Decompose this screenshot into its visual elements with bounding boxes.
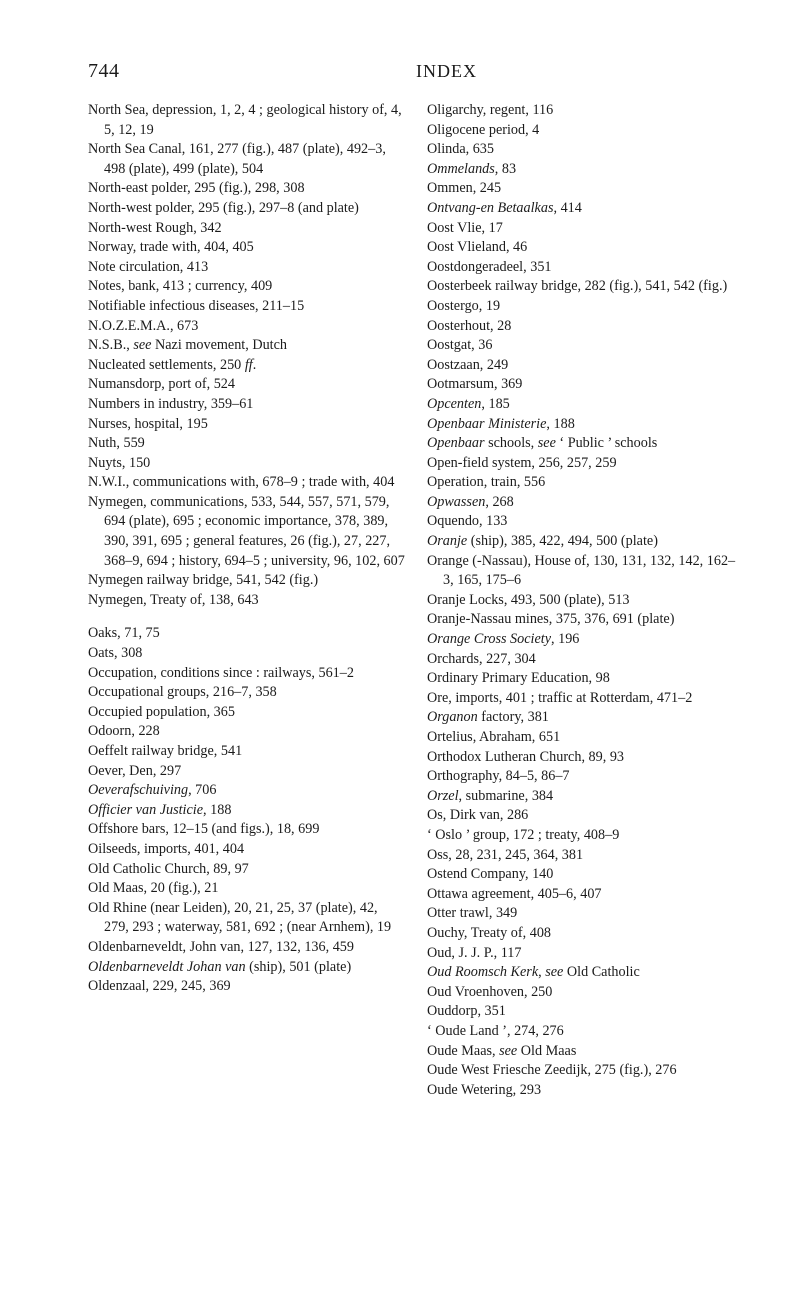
index-entry: Oosterhout, 28 [427, 317, 744, 337]
index-entry: ‘ Oslo ’ group, 172 ; treaty, 408–9 [427, 826, 744, 846]
index-entry: Oost Vlieland, 46 [427, 238, 744, 258]
index-entry: Nucleated settlements, 250 ff. [88, 356, 405, 376]
index-entry: Orthodox Lutheran Church, 89, 93 [427, 748, 744, 768]
index-entry: Numbers in industry, 359–61 [88, 395, 405, 415]
index-entry: N.W.I., communications with, 678–9 ; tra… [88, 473, 405, 493]
index-entry: North Sea Canal, 161, 277 (fig.), 487 (p… [88, 140, 405, 179]
index-entry: Numansdorp, port of, 524 [88, 375, 405, 395]
section-gap [88, 610, 405, 624]
index-entry: Occupational groups, 216–7, 358 [88, 683, 405, 703]
index-entry: Openbaar schools, see ‘ Public ’ schools [427, 434, 744, 454]
index-entry: Ontvang-en Betaalkas, 414 [427, 199, 744, 219]
index-entry: Norway, trade with, 404, 405 [88, 238, 405, 258]
index-entry: Nymegen, Treaty of, 138, 643 [88, 591, 405, 611]
index-entry: Occupied population, 365 [88, 703, 405, 723]
index-entry: Note circulation, 413 [88, 258, 405, 278]
index-entry: Ortelius, Abraham, 651 [427, 728, 744, 748]
index-entry: Openbaar Ministerie, 188 [427, 415, 744, 435]
index-entry: Nuth, 559 [88, 434, 405, 454]
index-entry: Oss, 28, 231, 245, 364, 381 [427, 846, 744, 866]
index-entry: Oostdongeradeel, 351 [427, 258, 744, 278]
index-entry: Oats, 308 [88, 644, 405, 664]
index-entry: Oeverafschuiving, 706 [88, 781, 405, 801]
index-entry: Notifiable infectious diseases, 211–15 [88, 297, 405, 317]
index-entry: Nymegen railway bridge, 541, 542 (fig.) [88, 571, 405, 591]
index-entry: Ouddorp, 351 [427, 1002, 744, 1022]
index-entry: Opcenten, 185 [427, 395, 744, 415]
index-columns: North Sea, depression, 1, 2, 4 ; geo­log… [88, 101, 744, 1100]
index-entry: Os, Dirk van, 286 [427, 806, 744, 826]
index-entry: Oever, Den, 297 [88, 762, 405, 782]
index-entry: Ore, imports, 401 ; traffic at Rotter­da… [427, 689, 744, 709]
index-entry: Officier van Justicie, 188 [88, 801, 405, 821]
index-entry: Opwassen, 268 [427, 493, 744, 513]
index-entry: Oud Vroenhoven, 250 [427, 983, 744, 1003]
index-entry: North-west polder, 295 (fig.), 297–8 (an… [88, 199, 405, 219]
index-entry: Oaks, 71, 75 [88, 624, 405, 644]
index-entry: Oligocene period, 4 [427, 121, 744, 141]
index-entry: Oost Vlie, 17 [427, 219, 744, 239]
index-entry: Oranje Locks, 493, 500 (plate), 513 [427, 591, 744, 611]
index-entry: Occupation, conditions since : railways,… [88, 664, 405, 684]
index-entry: Ommelands, 83 [427, 160, 744, 180]
page-title: INDEX [416, 61, 744, 82]
index-entry: Oude Wetering, 293 [427, 1081, 744, 1101]
index-entry: Oldenbarneveldt Johan van (ship), 501 (p… [88, 958, 405, 978]
index-entry: Oude West Friesche Zeedijk, 275 (fig.), … [427, 1061, 744, 1081]
index-entry: Oranje-Nassau mines, 375, 376, 691 (plat… [427, 610, 744, 630]
page-header: 744 INDEX [88, 60, 744, 83]
index-entry: Olinda, 635 [427, 140, 744, 160]
index-entry: Ostend Company, 140 [427, 865, 744, 885]
index-entry: Nymegen, communications, 533, 544, 557, … [88, 493, 405, 571]
right-column: Oligarchy, regent, 116Oligocene period, … [427, 101, 744, 1100]
page-number: 744 [88, 60, 416, 83]
index-entry: Oosterbeek railway bridge, 282 (fig.), 5… [427, 277, 744, 297]
index-entry: Oude Maas, see Old Maas [427, 1042, 744, 1062]
index-entry: Oligarchy, regent, 116 [427, 101, 744, 121]
index-entry: Open-field system, 256, 257, 259 [427, 454, 744, 474]
index-entry: Oeffelt railway bridge, 541 [88, 742, 405, 762]
index-entry: Ottawa agreement, 405–6, 407 [427, 885, 744, 905]
index-entry: Operation, train, 556 [427, 473, 744, 493]
index-entry: Oostgat, 36 [427, 336, 744, 356]
index-entry: Nuyts, 150 [88, 454, 405, 474]
index-entry: Oud, J. J. P., 117 [427, 944, 744, 964]
page: 744 INDEX North Sea, depression, 1, 2, 4… [0, 0, 800, 1314]
index-entry: Orthography, 84–5, 86–7 [427, 767, 744, 787]
index-entry: Odoorn, 228 [88, 722, 405, 742]
index-entry: ‘ Oude Land ’, 274, 276 [427, 1022, 744, 1042]
index-entry: Oostzaan, 249 [427, 356, 744, 376]
index-entry: Ootmarsum, 369 [427, 375, 744, 395]
index-entry: Oldenzaal, 229, 245, 369 [88, 977, 405, 997]
index-entry: Oldenbarneveldt, John van, 127, 132, 136… [88, 938, 405, 958]
index-entry: North Sea, depression, 1, 2, 4 ; geo­log… [88, 101, 405, 140]
index-entry: Orange Cross Society, 196 [427, 630, 744, 650]
index-entry: Old Catholic Church, 89, 97 [88, 860, 405, 880]
index-entry: Ouchy, Treaty of, 408 [427, 924, 744, 944]
index-entry: Otter trawl, 349 [427, 904, 744, 924]
index-entry: Oostergo, 19 [427, 297, 744, 317]
index-entry: Orange (-Nassau), House of, 130, 131, 13… [427, 552, 744, 591]
index-entry: Old Maas, 20 (fig.), 21 [88, 879, 405, 899]
index-entry: Notes, bank, 413 ; currency, 409 [88, 277, 405, 297]
index-entry: Old Rhine (near Leiden), 20, 21, 25, 37 … [88, 899, 405, 938]
index-entry: Oquendo, 133 [427, 512, 744, 532]
index-entry: N.S.B., see Nazi movement, Dutch [88, 336, 405, 356]
index-entry: Ordinary Primary Education, 98 [427, 669, 744, 689]
left-column: North Sea, depression, 1, 2, 4 ; geo­log… [88, 101, 405, 1100]
index-entry: Oud Roomsch Kerk, see Old Catholic [427, 963, 744, 983]
index-entry: Organon factory, 381 [427, 708, 744, 728]
index-entry: North-west Rough, 342 [88, 219, 405, 239]
index-entry: Orchards, 227, 304 [427, 650, 744, 670]
index-entry: Nurses, hospital, 195 [88, 415, 405, 435]
index-entry: Ommen, 245 [427, 179, 744, 199]
index-entry: Oilseeds, imports, 401, 404 [88, 840, 405, 860]
index-entry: North-east polder, 295 (fig.), 298, 308 [88, 179, 405, 199]
index-entry: N.O.Z.E.M.A., 673 [88, 317, 405, 337]
index-entry: Orzel, submarine, 384 [427, 787, 744, 807]
index-entry: Oranje (ship), 385, 422, 494, 500 (plate… [427, 532, 744, 552]
index-entry: Offshore bars, 12–15 (and figs.), 18, 69… [88, 820, 405, 840]
